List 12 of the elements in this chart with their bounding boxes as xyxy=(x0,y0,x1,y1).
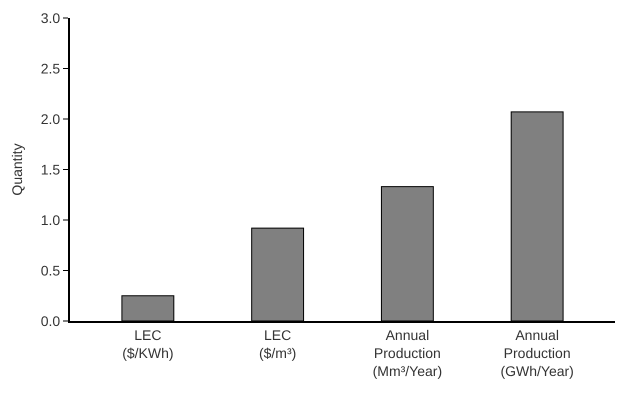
y-tick-label: 0.0 xyxy=(40,312,60,329)
y-tick-label: 0.5 xyxy=(40,262,60,278)
x-tick-label: Annual Production (Mm³/Year) xyxy=(372,326,442,380)
y-axis-title: Quantity xyxy=(8,143,25,196)
y-tick-label: 1.5 xyxy=(40,161,60,178)
x-tick-label: Annual Production (GWh/Year) xyxy=(500,326,574,380)
x-tick-label: LEC ($/KWh) xyxy=(122,326,174,361)
y-tick-label: 2.5 xyxy=(40,60,60,76)
y-tick-label: 1.0 xyxy=(40,212,60,228)
x-tick-label: LEC ($/m³) xyxy=(258,326,296,361)
y-tick-label: 2.0 xyxy=(40,110,60,127)
y-tick-label: 3.0 xyxy=(40,10,60,26)
